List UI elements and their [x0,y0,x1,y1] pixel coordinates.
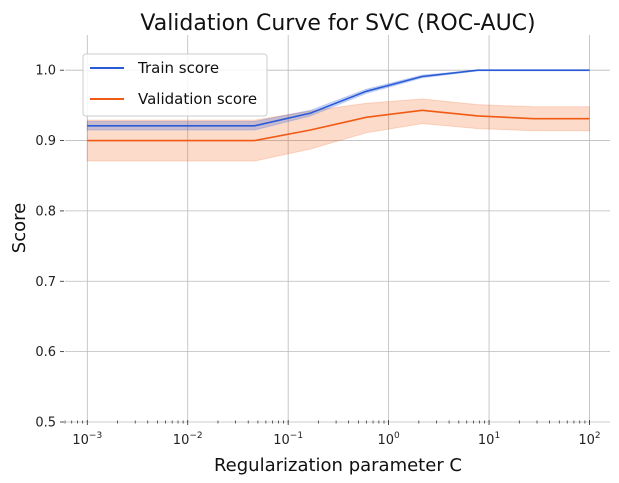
y-tick-label: 1.0 [35,64,56,79]
y-tick-label: 0.5 [35,416,56,431]
chart-title: Validation Curve for SVC (ROC-AUC) [140,11,535,36]
y-tick-label: 0.6 [35,345,56,360]
series-lines [87,69,590,142]
y-tick-label: 0.8 [35,204,56,219]
legend: Train score Validation score [82,53,268,117]
y-tick-label: 0.9 [35,134,56,149]
train-score-line [87,69,590,127]
x-tick-label: 100 [377,431,400,448]
legend-label-train: Train score [137,59,219,77]
legend-label-validation: Validation score [138,90,257,108]
x-axis: 10−3 10−2 10−1 100 101 102 [64,420,601,448]
legend-box [82,53,268,117]
x-tick-label: 10−2 [173,431,203,448]
validation-score-line [87,109,590,142]
x-tick-label: 10−1 [273,431,303,448]
x-tick-label: 102 [578,431,600,448]
y-axis: 0.5 0.6 0.7 0.8 0.9 1.0 [35,64,64,431]
x-tick-label: 101 [478,431,500,448]
x-axis-label: Regularization parameter C [214,455,462,476]
x-tick-label: 10−3 [72,431,102,448]
y-axis-label: Score [9,203,30,253]
y-tick-label: 0.7 [35,275,56,290]
